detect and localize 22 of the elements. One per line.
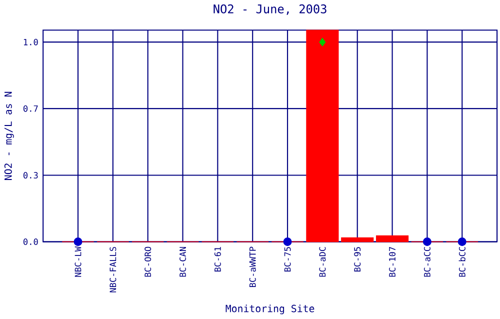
bar <box>376 236 409 242</box>
y-tick-label: 0.0 <box>23 238 38 246</box>
x-tick-label: BC-CAN <box>180 247 186 277</box>
bar <box>341 238 374 242</box>
x-tick-label: NBC-FALLS <box>110 247 116 292</box>
y-tick-label: 0.3 <box>23 172 38 179</box>
y-tick-label: 0.7 <box>23 106 38 112</box>
x-tick-label: BC-bCC <box>458 247 466 277</box>
x-tick-label: BC-aCC <box>424 247 430 277</box>
y-axis-title: NO2 - mg/L as N <box>4 92 14 180</box>
x-tick-label: BC-75 <box>284 247 291 272</box>
x-tick-label: NBC-LW <box>74 246 82 277</box>
x-tick-label: BC-61 <box>214 247 221 272</box>
x-tick-label: BC-aWWTP <box>249 246 256 288</box>
x-tick-label: BC-ORO <box>144 247 152 277</box>
x-tick-label: BC-95 <box>354 247 361 272</box>
y-tick-label: 1.0 <box>24 39 38 46</box>
x-tick-label: BC-107 <box>389 247 396 277</box>
x-tick-label: BC-aDC <box>319 247 326 277</box>
chart-title: NO2 - June, 2003 <box>214 4 326 16</box>
x-axis-title: Monitoring Site <box>226 304 314 314</box>
bar <box>306 30 339 242</box>
